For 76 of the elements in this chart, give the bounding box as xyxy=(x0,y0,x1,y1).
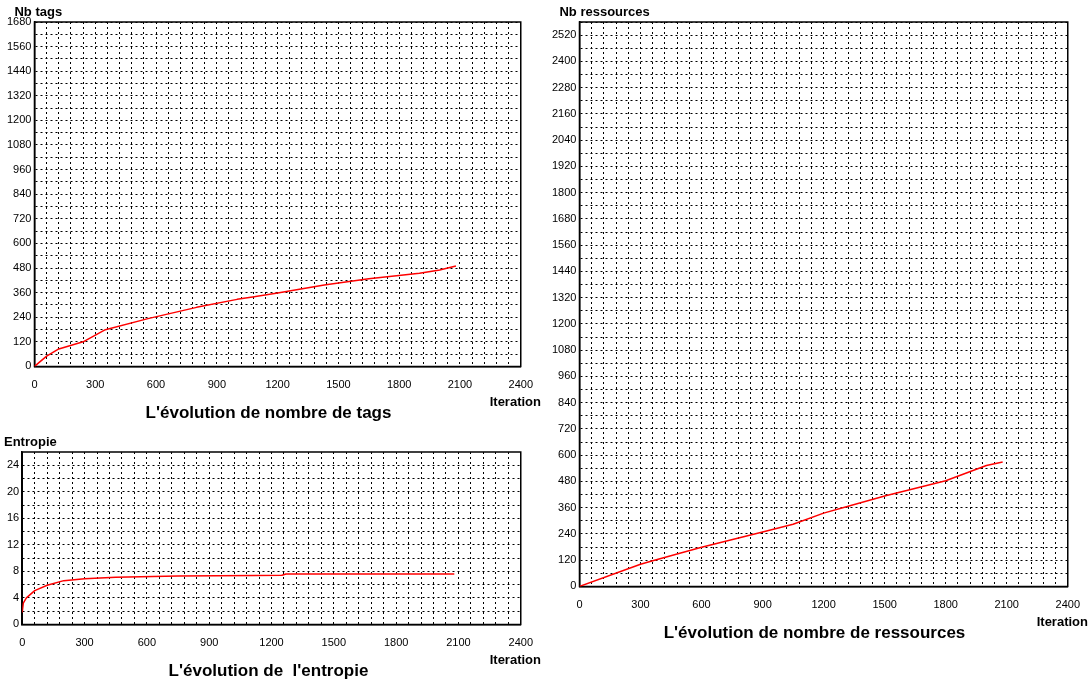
y-tick-label: 600 xyxy=(13,236,32,249)
x-tick-label: 2100 xyxy=(446,636,471,649)
y-tick-label: 1320 xyxy=(6,88,32,101)
y-tick-label: 0 xyxy=(25,359,32,372)
x-tick-label: 1800 xyxy=(383,636,409,649)
y-tick-label: 960 xyxy=(558,369,577,382)
y-tick-label: 2160 xyxy=(551,106,577,119)
x-tick-label: 300 xyxy=(631,598,650,611)
x-tick-label: 1500 xyxy=(326,378,351,391)
y-tick-label: 240 xyxy=(558,526,577,539)
y-tick-label: 0 xyxy=(13,617,20,630)
y-tick-label: 2040 xyxy=(551,133,577,146)
y-axis-title: Nb ressources xyxy=(559,4,650,20)
y-tick-label: 720 xyxy=(13,211,32,224)
x-tick-label: 1200 xyxy=(811,598,836,611)
y-tick-label: 480 xyxy=(558,474,577,487)
y-tick-label: 1440 xyxy=(551,264,577,277)
text: L'évolution de nombre de ressources xyxy=(663,623,966,643)
x-axis-title: Iteration xyxy=(1036,614,1089,630)
y-tick-label: 720 xyxy=(558,421,577,434)
text: L'évolution de l'entropie xyxy=(168,661,369,681)
y-tick-label: 1200 xyxy=(6,113,32,126)
y-tick-label: 120 xyxy=(13,334,32,347)
x-tick-label: 900 xyxy=(753,598,772,611)
y-tick-label: 1080 xyxy=(551,343,577,356)
x-tick-label: 1800 xyxy=(933,598,958,611)
x-tick-label: 300 xyxy=(75,636,94,649)
y-tick-label: 1200 xyxy=(551,316,577,329)
x-tick-label: 1200 xyxy=(259,636,284,649)
y-tick-label: 840 xyxy=(558,395,577,408)
y-tick-label: 2400 xyxy=(551,54,577,67)
y-tick-label: 8 xyxy=(13,564,20,577)
y-tick-label: 20 xyxy=(6,484,20,497)
x-tick-label: 900 xyxy=(207,378,227,391)
text: L'évolution de nombre de tags xyxy=(145,403,392,423)
x-tick-label: 1800 xyxy=(386,378,412,391)
y-tick-label: 480 xyxy=(13,261,32,274)
y-tick-label: 360 xyxy=(558,500,577,513)
y-tick-label: 1560 xyxy=(551,238,577,251)
y-tick-label: 1680 xyxy=(551,211,577,224)
y-tick-label: 1800 xyxy=(551,185,577,198)
y-tick-label: 24 xyxy=(6,458,20,471)
x-axis-title: Iteration xyxy=(489,652,542,668)
y-axis-title: Entropie xyxy=(4,434,57,450)
x-tick-label: 2100 xyxy=(994,598,1019,611)
x-tick-label: 2100 xyxy=(447,378,473,391)
x-tick-label: 600 xyxy=(146,378,166,391)
x-axis-title: Iteration xyxy=(489,394,542,410)
y-tick-label: 600 xyxy=(558,448,577,461)
y-tick-label: 1440 xyxy=(6,64,32,77)
x-tick-label: 900 xyxy=(200,636,219,649)
y-tick-label: 2280 xyxy=(551,80,577,93)
x-tick-label: 300 xyxy=(86,378,105,391)
y-tick-label: 360 xyxy=(13,285,32,298)
x-tick-label: 1200 xyxy=(265,378,290,391)
y-tick-label: 240 xyxy=(13,310,32,323)
y-tick-label: 1680 xyxy=(6,15,32,28)
y-tick-label: 1080 xyxy=(6,138,32,151)
y-tick-label: 4 xyxy=(13,590,20,603)
y-tick-label: 1920 xyxy=(551,159,577,172)
x-tick-label: 2400 xyxy=(508,378,534,391)
x-tick-label: 600 xyxy=(137,636,157,649)
y-tick-label: 960 xyxy=(13,162,32,175)
y-tick-label: 16 xyxy=(6,511,20,524)
x-tick-label: 1500 xyxy=(321,636,347,649)
y-tick-label: 1560 xyxy=(6,39,32,52)
y-tick-label: 12 xyxy=(6,537,20,550)
x-tick-label: 2400 xyxy=(508,636,534,649)
y-tick-label: 2520 xyxy=(551,28,577,41)
x-tick-label: 1500 xyxy=(872,598,897,611)
y-tick-label: 840 xyxy=(13,187,32,200)
x-tick-label: 600 xyxy=(692,598,711,611)
y-tick-label: 0 xyxy=(570,579,577,592)
y-tick-label: 120 xyxy=(558,553,577,566)
x-tick-label: 2400 xyxy=(1055,598,1081,611)
y-tick-label: 1320 xyxy=(551,290,577,303)
